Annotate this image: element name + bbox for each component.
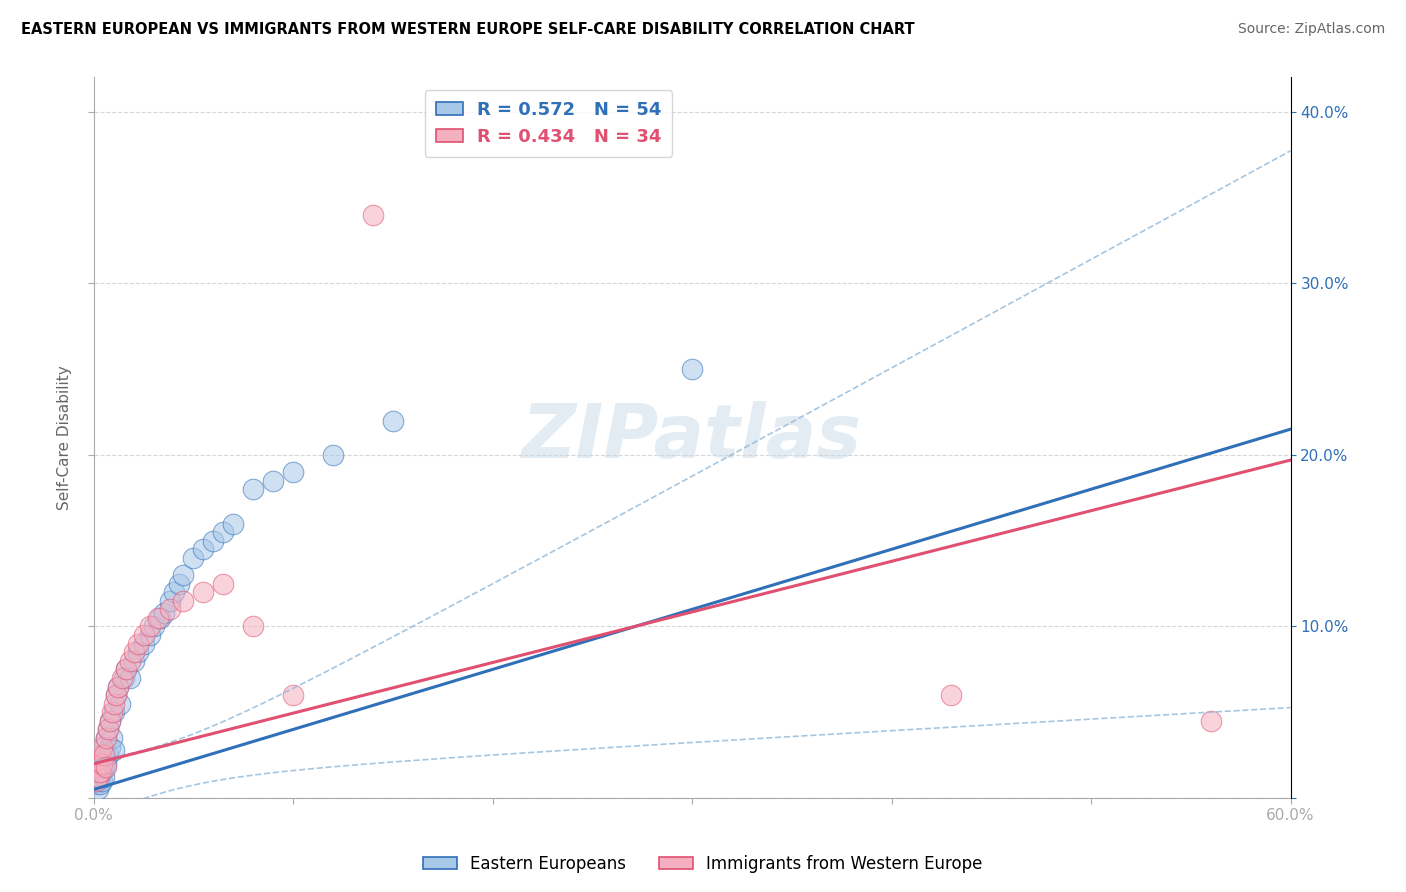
Point — [86, 756, 108, 771]
Point — [104, 688, 127, 702]
Point — [142, 619, 165, 633]
Point — [107, 680, 129, 694]
Point — [202, 533, 225, 548]
Legend: R = 0.572   N = 54, R = 0.434   N = 34: R = 0.572 N = 54, R = 0.434 N = 34 — [425, 90, 672, 157]
Point — [94, 760, 117, 774]
Point — [98, 714, 121, 728]
Point — [361, 208, 384, 222]
Point — [212, 576, 235, 591]
Point — [172, 593, 194, 607]
Point — [86, 771, 108, 785]
Point — [97, 723, 120, 737]
Point — [183, 550, 205, 565]
Point — [111, 671, 134, 685]
Point — [114, 662, 136, 676]
Point — [89, 777, 111, 791]
Point — [103, 697, 125, 711]
Point — [103, 706, 125, 720]
Point — [122, 654, 145, 668]
Point — [93, 760, 115, 774]
Point — [94, 731, 117, 745]
Point — [84, 773, 107, 788]
Point — [132, 628, 155, 642]
Point — [108, 697, 131, 711]
Point — [98, 714, 121, 728]
Point — [146, 611, 169, 625]
Point — [84, 773, 107, 788]
Text: Source: ZipAtlas.com: Source: ZipAtlas.com — [1237, 22, 1385, 37]
Point — [212, 525, 235, 540]
Point — [118, 654, 141, 668]
Point — [100, 706, 122, 720]
Point — [97, 723, 120, 737]
Point — [118, 671, 141, 685]
Point — [104, 688, 127, 702]
Point — [138, 619, 160, 633]
Point — [132, 637, 155, 651]
Point — [159, 593, 181, 607]
Point — [86, 753, 108, 767]
Point — [90, 748, 112, 763]
Point — [90, 739, 112, 754]
Point — [322, 448, 344, 462]
Point — [283, 465, 305, 479]
Point — [152, 606, 174, 620]
Point — [107, 680, 129, 694]
Point — [172, 568, 194, 582]
Point — [100, 731, 122, 745]
Point — [283, 688, 305, 702]
Point — [103, 743, 125, 757]
Point — [84, 760, 107, 774]
Point — [89, 748, 111, 763]
Point — [222, 516, 245, 531]
Point — [94, 756, 117, 771]
Point — [681, 362, 703, 376]
Point — [89, 765, 111, 780]
Y-axis label: Self-Care Disability: Self-Care Disability — [58, 366, 72, 510]
Legend: Eastern Europeans, Immigrants from Western Europe: Eastern Europeans, Immigrants from Weste… — [416, 848, 990, 880]
Point — [93, 771, 115, 785]
Point — [90, 765, 112, 780]
Point — [138, 628, 160, 642]
Point — [89, 753, 111, 767]
Text: ZIPatlas: ZIPatlas — [522, 401, 862, 475]
Point — [193, 585, 215, 599]
Point — [381, 414, 404, 428]
Point — [89, 771, 111, 785]
Point — [94, 731, 117, 745]
Point — [242, 619, 264, 633]
Point — [84, 777, 107, 791]
Point — [941, 688, 963, 702]
Point — [162, 585, 184, 599]
Point — [193, 542, 215, 557]
Point — [112, 671, 135, 685]
Point — [86, 773, 108, 788]
Point — [84, 771, 107, 785]
Point — [262, 474, 284, 488]
Point — [89, 760, 111, 774]
Point — [90, 756, 112, 771]
Point — [114, 662, 136, 676]
Point — [86, 765, 108, 780]
Point — [242, 482, 264, 496]
Point — [1199, 714, 1222, 728]
Point — [127, 645, 149, 659]
Point — [148, 611, 170, 625]
Point — [97, 748, 120, 763]
Point — [127, 637, 149, 651]
Point — [159, 602, 181, 616]
Point — [169, 576, 191, 591]
Point — [98, 739, 121, 754]
Text: EASTERN EUROPEAN VS IMMIGRANTS FROM WESTERN EUROPE SELF-CARE DISABILITY CORRELAT: EASTERN EUROPEAN VS IMMIGRANTS FROM WEST… — [21, 22, 915, 37]
Point — [86, 782, 108, 797]
Point — [93, 748, 115, 763]
Point — [90, 773, 112, 788]
Point — [122, 645, 145, 659]
Point — [93, 739, 115, 754]
